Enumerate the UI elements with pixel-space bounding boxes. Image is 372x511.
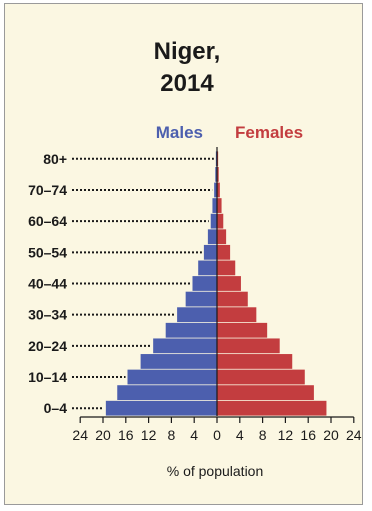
bar-male-14 [214,182,217,198]
x-tick-label: 16 [118,427,134,443]
x-tick-label: 8 [168,427,176,443]
bar-female-6 [217,307,257,323]
x-tick-label: 12 [278,427,294,443]
bar-female-8 [217,276,241,291]
chart-frame: Niger, 2014 Males Females 80+ 70–74 60–64 5… [4,3,363,505]
bar-female-10 [217,244,231,260]
x-tick-label: 0 [213,427,221,443]
age-label: 20–24 [28,338,67,354]
x-axis: 24 20 16 12 8 4 0 4 8 12 16 20 24 [72,416,362,443]
age-label: 0–4 [44,400,68,416]
bar-female-7 [217,291,248,307]
age-label: 70–74 [28,182,67,198]
chart-title-line2: 2014 [160,70,214,97]
bar-female-14 [217,182,220,198]
bar-male-9 [198,260,217,276]
bar-male-1 [117,385,217,401]
bar-male-8 [192,276,217,291]
bar-female-2 [217,369,305,385]
x-tick-label: 24 [346,427,362,443]
bar-female-4 [217,338,280,354]
bar-male-3 [140,354,217,369]
age-label: 60–64 [28,213,67,229]
age-label: 30–34 [28,307,67,323]
bar-female-3 [217,354,293,369]
bar-male-11 [207,229,217,245]
chart-title-line1: Niger, [154,38,221,65]
x-tick-label: 12 [141,427,157,443]
bar-male-0 [105,400,217,416]
bar-female-12 [217,213,224,229]
x-tick-label: 16 [300,427,316,443]
x-tick-label: 20 [323,427,339,443]
bar-male-5 [165,322,217,338]
bar-male-15 [215,166,217,182]
bar-female-13 [217,198,222,213]
x-tick-label: 4 [236,427,244,443]
x-tick-label: 8 [259,427,267,443]
population-pyramid: Niger, 2014 Males Females 80+ 70–74 60–64 5… [28,38,362,479]
bar-male-4 [153,338,217,354]
bar-female-1 [217,385,314,401]
bar-female-9 [217,260,236,276]
x-axis-title: % of population [167,463,264,479]
x-tick-label: 20 [95,427,111,443]
bars-group [105,147,327,416]
bar-male-10 [203,244,217,260]
bar-female-5 [217,322,268,338]
bar-male-13 [212,198,217,213]
x-tick-label: 4 [190,427,198,443]
age-labels-group: 80+ 70–74 60–64 50–54 40–44 30–34 20–24 10–14 0–… [28,151,214,416]
legend-females: Females [235,123,303,142]
age-label: 10–14 [28,369,67,385]
age-label: 80+ [43,151,67,167]
bar-male-2 [127,369,217,385]
bar-female-11 [217,229,227,245]
age-label: 40–44 [28,276,67,292]
bar-male-6 [177,307,217,323]
bar-male-7 [185,291,217,307]
bar-female-15 [217,166,219,182]
age-label: 50–54 [28,244,67,260]
x-tick-label: 24 [72,427,88,443]
legend-males: Males [156,123,203,142]
bar-male-12 [210,213,217,229]
bar-female-0 [217,400,327,416]
